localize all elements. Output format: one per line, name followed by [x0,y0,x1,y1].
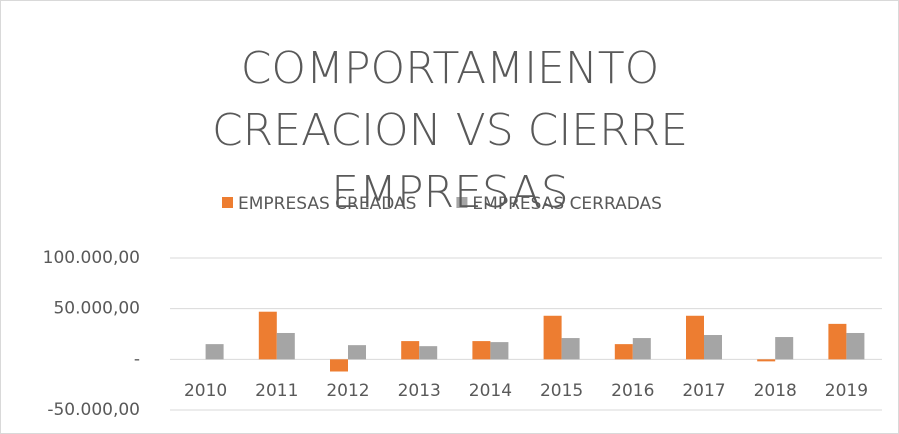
x-tick-label: 2016 [611,381,654,401]
bar [632,338,651,360]
bar [205,344,224,360]
x-tick-label: 2015 [540,381,583,401]
legend-swatch [456,197,468,208]
x-tick-label: 2012 [326,381,369,401]
bar [543,315,562,360]
bar [686,315,704,360]
bar [614,344,633,360]
y-tick-label: - [134,349,140,369]
bar [775,337,794,360]
bar [330,359,348,372]
x-tick-label: 2017 [682,381,725,401]
x-tick-label: 2014 [469,381,512,401]
y-tick-label: 100.000,00 [43,248,140,268]
bar [348,345,366,360]
bar [828,323,847,360]
y-tick-label: 50.000,00 [53,299,140,319]
bar [846,332,865,360]
x-tick-label: 2019 [825,381,868,401]
legend-swatch [222,197,233,208]
legend-label: EMPRESAS CREADAS [238,194,416,214]
bar [704,335,722,360]
legend-label: EMPRESAS CERRADAS [472,194,662,214]
x-tick-label: 2013 [398,381,441,401]
bar [419,346,438,360]
x-tick-label: 2011 [255,381,298,401]
chart-title: COMPORTAMIENTO CREACION VS CIERRE EMPRES… [211,43,689,218]
bar [472,341,491,360]
bar [561,338,580,360]
bar [401,341,420,360]
bar [258,311,277,360]
bar [757,359,776,362]
x-tick-label: 2010 [184,381,227,401]
x-tick-label: 2018 [754,381,797,401]
bar [276,332,295,360]
bar [490,342,509,360]
y-tick-label: -50.000,00 [47,400,140,420]
